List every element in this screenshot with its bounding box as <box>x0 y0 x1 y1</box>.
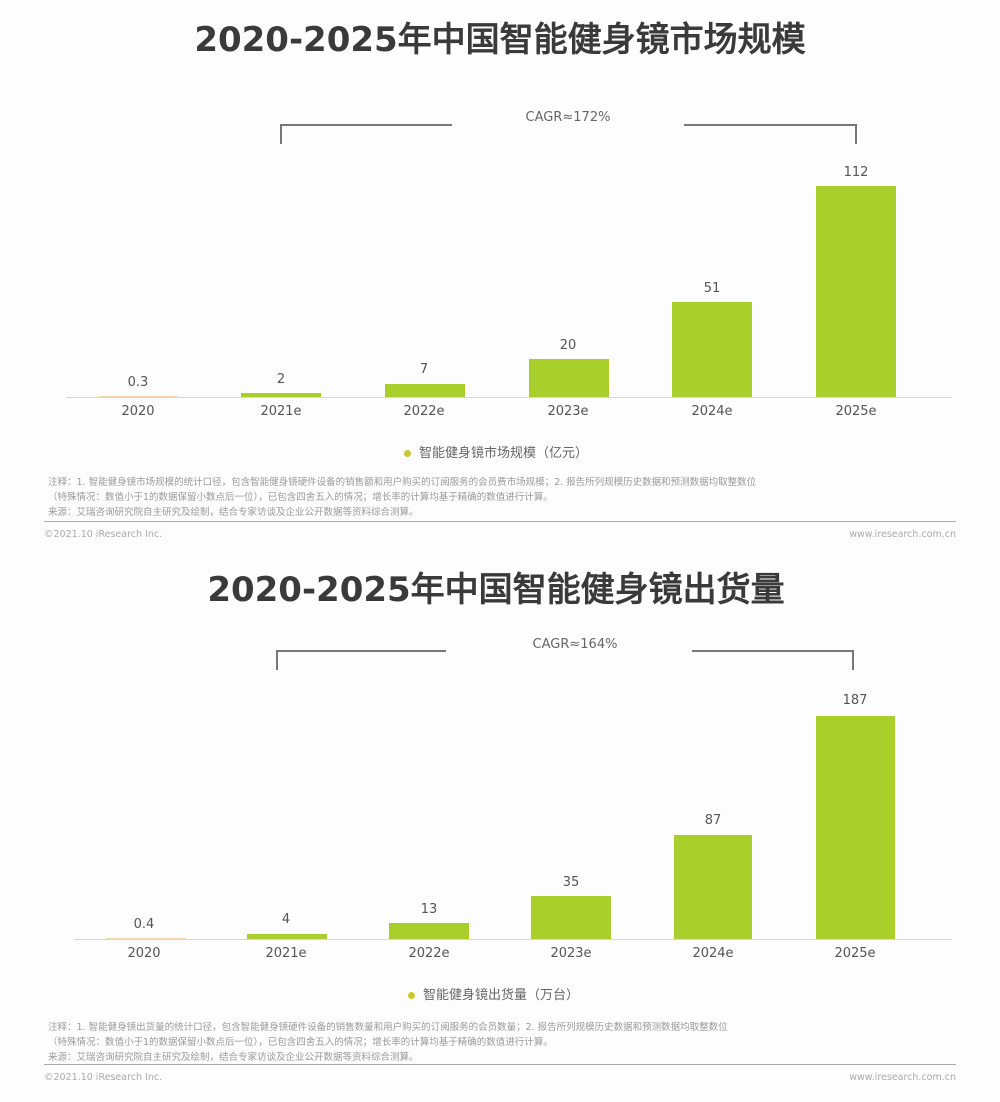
bar-2024e <box>672 302 752 397</box>
legend-label: 智能健身镜市场规模（亿元） <box>419 446 589 461</box>
note-line: （特殊情况：数值小于1的数据保留小数点后一位），已包含四舍五入的情况；增长率的计… <box>48 1037 553 1048</box>
bar-2025e <box>816 186 896 397</box>
bar-2022e <box>389 923 469 939</box>
cagr-bracket-left-tick <box>280 124 282 144</box>
cagr-label: CAGR≈172% <box>525 110 611 125</box>
category-label: 2020 <box>121 404 155 419</box>
legend-dot-icon <box>404 450 411 457</box>
bar-value: 0.4 <box>133 917 155 932</box>
bar-2021e <box>241 393 321 397</box>
bar-value: 4 <box>281 912 291 927</box>
category-label: 2024e <box>691 404 733 419</box>
bar-2021e <box>247 934 327 939</box>
footer-divider <box>44 521 956 522</box>
bar-value: 0.3 <box>127 375 149 390</box>
legend: 智能健身镜市场规模（亿元） <box>404 442 588 461</box>
category-label: 2023e <box>550 946 592 961</box>
legend-label: 智能健身镜出货量（万台） <box>423 988 580 1003</box>
note-line: 注释：1. 智能健身镜市场规模的统计口径，包含智能健身镜硬件设备的销售额和用户购… <box>48 477 757 488</box>
category-label: 2021e <box>260 404 302 419</box>
bar-2025e <box>816 716 895 939</box>
website: www.iresearch.com.cn <box>849 529 956 540</box>
bar-2023e <box>529 359 609 397</box>
cagr-bracket-left <box>280 124 452 126</box>
footer-divider <box>44 1064 956 1065</box>
bar-value: 7 <box>419 362 429 377</box>
bar-value: 51 <box>703 281 721 296</box>
category-label: 2020 <box>127 946 161 961</box>
category-label: 2025e <box>835 404 877 419</box>
bar-2020 <box>106 938 186 939</box>
copyright: ©2021.10 iResearch Inc. <box>44 1072 163 1083</box>
bar-value: 112 <box>843 165 869 180</box>
cagr-bracket-left <box>276 650 446 652</box>
category-label: 2022e <box>408 946 450 961</box>
x-axis <box>66 397 952 398</box>
note-line: 来源：艾瑞咨询研究院自主研究及绘制，结合专家访谈及企业公开数据等资料综合测算。 <box>48 1052 419 1063</box>
category-label: 2023e <box>547 404 589 419</box>
bar-2020 <box>98 396 178 397</box>
legend-dot-icon <box>408 992 415 999</box>
chart-notes: 注释：1. 智能健身镜出货量的统计口径，包含智能健身镜硬件设备的销售数量和用户购… <box>48 1020 948 1065</box>
cagr-bracket-right <box>684 124 856 126</box>
category-label: 2025e <box>834 946 876 961</box>
cagr-bracket-right-tick <box>855 124 857 144</box>
chart-notes: 注释：1. 智能健身镜市场规模的统计口径，包含智能健身镜硬件设备的销售额和用户购… <box>48 475 948 520</box>
note-line: 注释：1. 智能健身镜出货量的统计口径，包含智能健身镜硬件设备的销售数量和用户购… <box>48 1022 728 1033</box>
category-label: 2022e <box>403 404 445 419</box>
x-axis <box>74 939 952 940</box>
category-label: 2021e <box>265 946 307 961</box>
chart-market-size: 2020-2025年中国智能健身镜市场规模 CAGR≈172% 0.3 2020… <box>0 0 1000 550</box>
cagr-bracket-left-tick <box>276 650 278 670</box>
bar-value: 35 <box>562 875 580 890</box>
bar-value: 2 <box>276 372 286 387</box>
note-line: （特殊情况：数值小于1的数据保留小数点后一位），已包含四舍五入的情况；增长率的计… <box>48 492 553 503</box>
bar-2022e <box>385 384 465 397</box>
chart-title: 2020-2025年中国智能健身镜市场规模 <box>194 20 806 60</box>
bar-value: 187 <box>842 693 868 708</box>
website: www.iresearch.com.cn <box>849 1072 956 1083</box>
chart-shipments: 2020-2025年中国智能健身镜出货量 CAGR≈164% 0.4 2020 … <box>0 550 1000 1102</box>
legend: 智能健身镜出货量（万台） <box>408 984 579 1003</box>
cagr-label: CAGR≈164% <box>532 637 618 652</box>
bar-value: 20 <box>559 338 577 353</box>
category-label: 2024e <box>692 946 734 961</box>
bar-value: 13 <box>420 902 438 917</box>
note-line: 来源：艾瑞咨询研究院自主研究及绘制，结合专家访谈及企业公开数据等资料综合测算。 <box>48 507 419 518</box>
bar-2023e <box>531 896 611 939</box>
cagr-bracket-right-tick <box>852 650 854 670</box>
bar-value: 87 <box>704 813 722 828</box>
cagr-bracket-right <box>692 650 854 652</box>
bar-2024e <box>674 835 752 939</box>
chart-title: 2020-2025年中国智能健身镜出货量 <box>207 570 785 610</box>
copyright: ©2021.10 iResearch Inc. <box>44 529 163 540</box>
